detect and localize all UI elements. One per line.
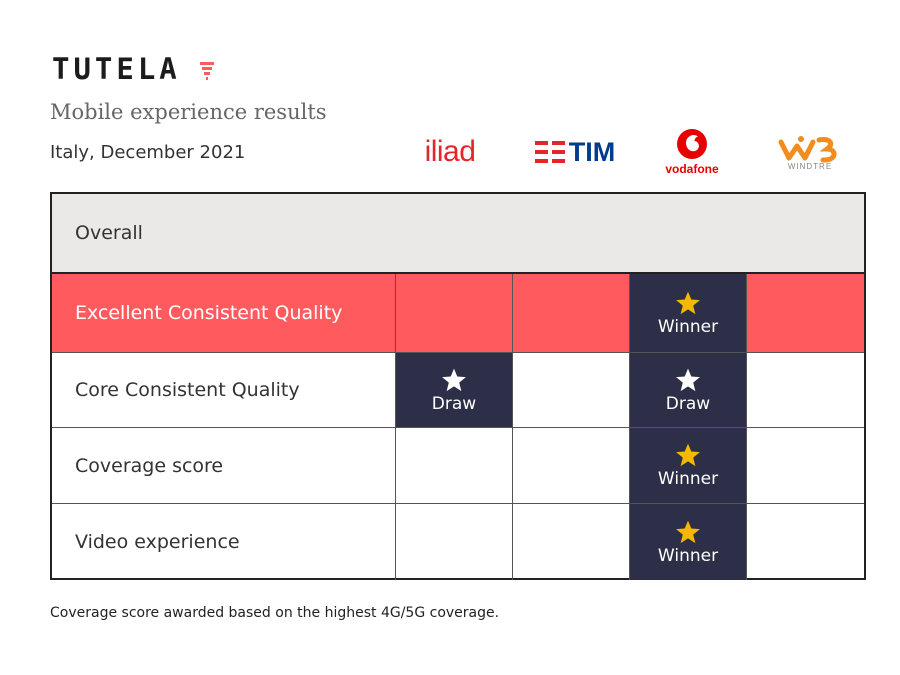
badge-label: Winner bbox=[657, 316, 719, 337]
vodafone-speechmark-icon bbox=[677, 129, 707, 159]
badge-label: Draw bbox=[665, 393, 711, 414]
iliad-logo: iliad bbox=[398, 124, 502, 180]
star-icon bbox=[676, 368, 700, 391]
star-icon bbox=[676, 520, 700, 543]
result-cell bbox=[513, 353, 630, 427]
windtre-logo: WINDTRE bbox=[760, 124, 860, 180]
result-cell: Winner bbox=[630, 504, 747, 580]
tim-logo-text: TIM bbox=[568, 136, 616, 167]
result-cell bbox=[747, 353, 864, 427]
tim-logo: TIM bbox=[520, 124, 630, 180]
result-cell bbox=[513, 504, 630, 580]
draw-badge: Draw bbox=[396, 353, 512, 427]
row-label: Video experience bbox=[52, 504, 396, 580]
result-cell: Winner bbox=[630, 274, 747, 352]
table-row: Video experience Winner bbox=[52, 504, 864, 580]
result-cell: Draw bbox=[396, 353, 513, 427]
row-label: Coverage score bbox=[52, 428, 396, 503]
row-label: Excellent Consistent Quality bbox=[52, 274, 396, 352]
windtre-logo-mark-icon bbox=[778, 135, 837, 163]
result-cell bbox=[396, 274, 513, 352]
page-subtitle: Mobile experience results bbox=[50, 100, 327, 124]
results-table: Overall Excellent Consistent Quality Win… bbox=[50, 192, 866, 580]
windtre-logo-text: WINDTRE bbox=[787, 161, 833, 171]
result-cell: Draw bbox=[630, 353, 747, 427]
result-cell bbox=[747, 428, 864, 503]
winner-badge: Winner bbox=[630, 274, 746, 352]
badge-label: Winner bbox=[657, 469, 719, 489]
result-cell bbox=[513, 428, 630, 503]
result-cell bbox=[513, 274, 630, 352]
tim-logo-mark-icon bbox=[534, 141, 565, 163]
result-cell bbox=[747, 504, 864, 580]
star-icon bbox=[676, 443, 700, 467]
badge-label: Winner bbox=[657, 545, 719, 566]
result-cell bbox=[396, 504, 513, 580]
section-label: Overall bbox=[75, 222, 143, 244]
table-section-header: Overall bbox=[52, 194, 864, 274]
row-label: Core Consistent Quality bbox=[52, 353, 396, 427]
draw-badge: Draw bbox=[630, 353, 746, 427]
table-row: Coverage score Winner bbox=[52, 428, 864, 504]
badge-label: Draw bbox=[431, 393, 477, 414]
winner-badge: Winner bbox=[630, 428, 746, 503]
iliad-logo-text: iliad bbox=[424, 135, 476, 168]
vodafone-logo: vodafone bbox=[640, 124, 744, 180]
footnote: Coverage score awarded based on the high… bbox=[50, 605, 500, 621]
table-row: Excellent Consistent Quality Winner bbox=[52, 274, 864, 353]
table-row: Core Consistent Quality Draw Draw bbox=[52, 353, 864, 428]
tutela-logo-mark-icon bbox=[200, 62, 214, 80]
winner-badge: Winner bbox=[630, 504, 746, 580]
result-cell bbox=[747, 274, 864, 352]
star-icon bbox=[676, 291, 700, 314]
region-date: Italy, December 2021 bbox=[50, 142, 246, 163]
result-cell bbox=[396, 428, 513, 503]
vodafone-logo-text: vodafone bbox=[665, 162, 719, 176]
result-cell: Winner bbox=[630, 428, 747, 503]
tutela-logo-text: TUTELA bbox=[52, 52, 181, 86]
star-icon bbox=[442, 368, 466, 391]
